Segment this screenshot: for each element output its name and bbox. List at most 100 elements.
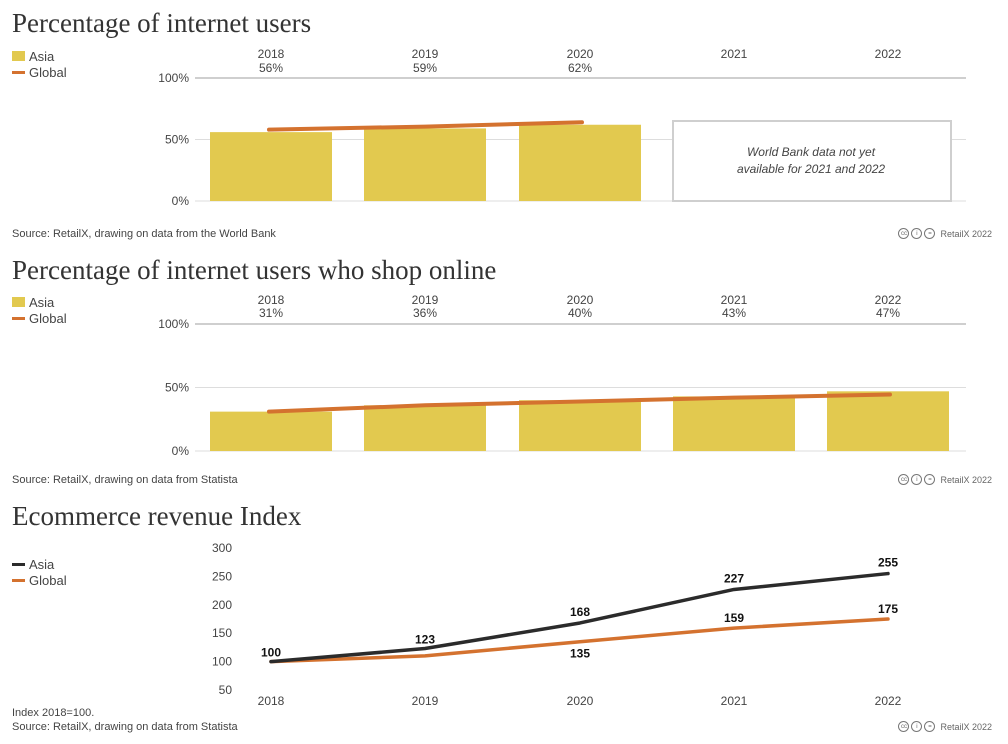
line-global [267,392,892,414]
legend-item-asia: Asia [12,48,67,64]
y-tick-label: 200 [212,598,232,612]
legend-item-global: Global [12,64,67,80]
bar-asia [364,405,486,451]
legend-label: Asia [29,294,55,310]
legend-item-asia: Asia [12,294,67,310]
x-category-label: 2019 [412,293,439,307]
annotation-text: World Bank data not yet [747,145,876,159]
bar-asia [210,132,332,201]
chart-legend: Asia Global [12,294,67,326]
x-category-label: 2022 [875,293,902,307]
chart-panel-ecommerce-index: Ecommerce revenue Index Asia Global 300 2… [0,496,1008,744]
data-label-global: 175 [878,602,898,616]
legend-item-global: Global [12,310,67,326]
legend-label: Global [29,572,67,588]
credit-text: RetailX 2022 [940,721,992,732]
annotation-box [672,120,952,202]
line-asia [269,571,890,664]
y-tick-label: 0% [172,194,190,208]
x-category-label: 2019 [412,47,439,61]
legend-label: Global [29,64,67,80]
license-credit: cc i = RetailX 2022 [898,474,992,485]
bar-value-label: 36% [413,306,437,320]
bar-value-label: 56% [259,61,283,75]
y-tick-label: 100% [158,71,189,85]
bar-asia [364,128,486,201]
x-category-label: 2018 [258,293,285,307]
data-label-asia: 123 [415,633,435,647]
chart-source: Source: RetailX, drawing on data from th… [12,228,276,240]
y-tick-label: 100% [158,317,189,331]
line-global [269,617,890,664]
credit-text: RetailX 2022 [940,474,992,485]
cc-icon: cc [898,228,910,239]
legend-label: Asia [29,48,55,64]
x-category-label: 2022 [875,694,902,708]
data-label-global: 159 [724,611,744,625]
license-credit: cc i = RetailX 2022 [898,721,992,732]
chart-title: Ecommerce revenue Index [12,501,302,531]
y-tick-label: 0% [172,444,190,458]
license-credit: cc i = RetailX 2022 [898,228,992,239]
cc-icon: cc [898,474,910,485]
by-icon: i [911,474,923,485]
legend-item-asia: Asia [12,556,67,572]
bar-value-label: 31% [259,306,283,320]
data-label-asia: 168 [570,605,590,619]
nd-icon: = [924,721,936,732]
x-category-label: 2018 [258,694,285,708]
x-category-label: 2022 [875,47,902,61]
legend-label: Global [29,310,67,326]
annotation-text: available for 2021 and 2022 [737,162,885,176]
chart-legend: Asia Global [12,48,67,80]
legend-swatch-asia [12,51,25,61]
legend-swatch-asia [12,562,25,566]
chart-title: Percentage of internet users who shop on… [12,255,497,285]
line-global [267,120,584,132]
data-label-asia: 255 [878,556,898,570]
bar-asia [210,411,332,451]
bar-value-label: 43% [722,306,746,320]
legend-swatch-global [12,316,25,320]
chart-plot: 300 250 200 150 100 50 2018 2019 2020 2021 2022 100… [212,541,902,708]
y-tick-label: 50% [165,381,189,395]
bar-asia [827,391,949,451]
y-tick-label: 100 [212,655,232,669]
nd-icon: = [924,474,936,485]
y-tick-label: 150 [212,626,232,640]
bar-asia [519,400,641,451]
x-category-label: 2020 [567,293,594,307]
legend-item-global: Global [12,572,67,588]
x-category-label: 2020 [567,694,594,708]
cc-icon: cc [898,721,910,732]
nd-icon: = [924,228,936,239]
bar-asia [673,396,795,451]
bar-value-label: 62% [568,61,592,75]
data-label-asia: 100 [261,646,281,660]
y-tick-label: 250 [212,569,232,583]
chart-source: Source: RetailX, drawing on data from St… [12,721,238,733]
x-category-label: 2018 [258,47,285,61]
y-tick-label: 50% [165,133,189,147]
data-label-asia: 227 [724,571,744,585]
bar-value-label: 47% [876,306,900,320]
y-tick-label: 50 [219,683,233,697]
chart-panel-internet-users: Percentage of internet users Asia Global… [0,0,1008,248]
data-label-global: 135 [570,647,590,661]
by-icon: i [911,228,923,239]
chart-source: Source: RetailX, drawing on data from St… [12,474,238,486]
legend-label: Asia [29,556,55,572]
x-category-label: 2020 [567,47,594,61]
by-icon: i [911,721,923,732]
bar-asia [519,124,641,201]
legend-swatch-global [12,70,25,74]
chart-title: Percentage of internet users [12,8,312,38]
y-tick-label: 300 [212,541,232,555]
legend-swatch-global [12,578,25,582]
bar-value-label: 40% [568,306,592,320]
x-category-label: 2019 [412,694,439,708]
bar-value-label: 59% [413,61,437,75]
legend-swatch-asia [12,297,25,307]
